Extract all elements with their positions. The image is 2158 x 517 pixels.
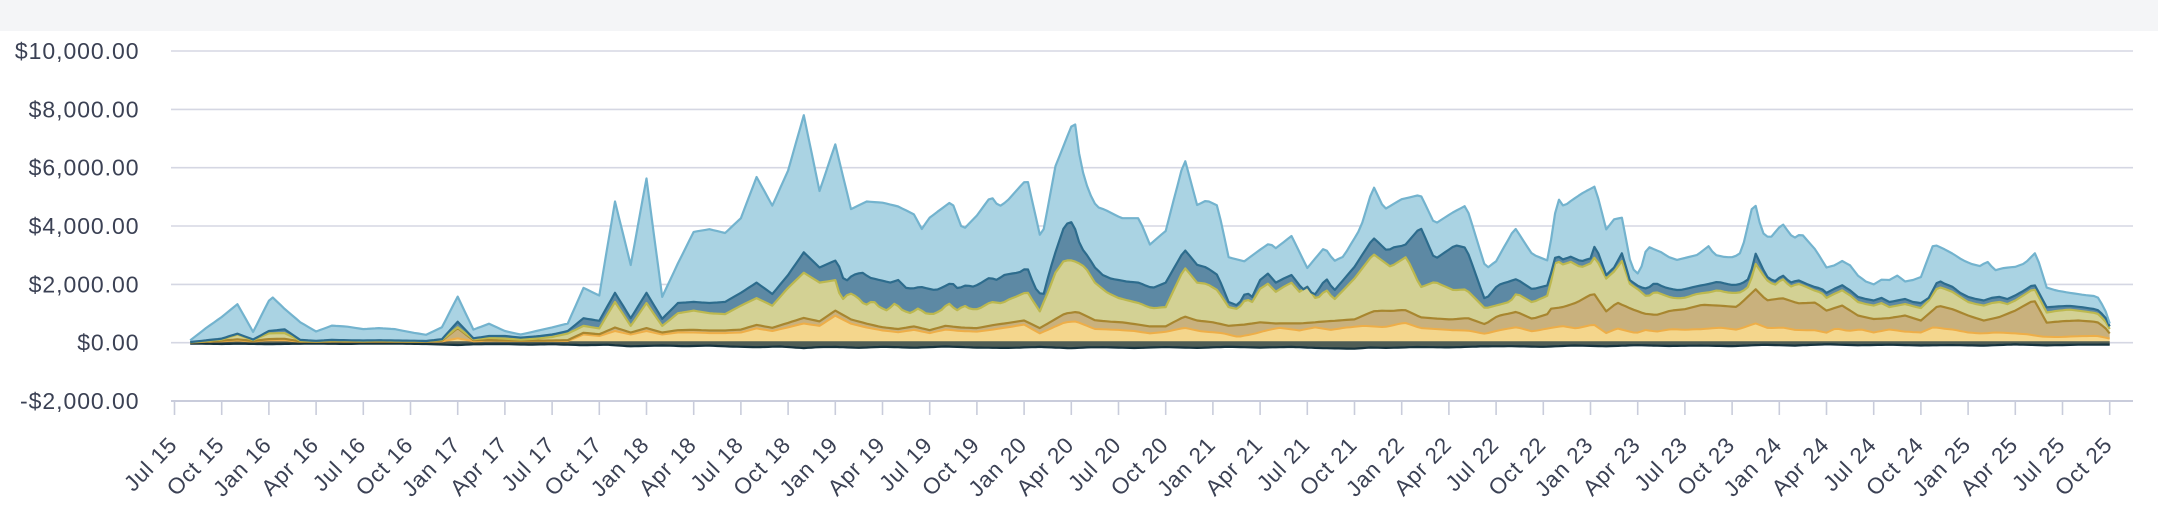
svg-text:$2,000.00: $2,000.00 xyxy=(29,271,140,297)
svg-text:$6,000.00: $6,000.00 xyxy=(29,155,140,181)
svg-text:$4,000.00: $4,000.00 xyxy=(29,213,140,239)
svg-text:$8,000.00: $8,000.00 xyxy=(29,96,140,122)
svg-text:$0.00: $0.00 xyxy=(77,330,139,356)
svg-text:$10,000.00: $10,000.00 xyxy=(15,38,140,64)
svg-text:-$2,000.00: -$2,000.00 xyxy=(20,388,139,414)
